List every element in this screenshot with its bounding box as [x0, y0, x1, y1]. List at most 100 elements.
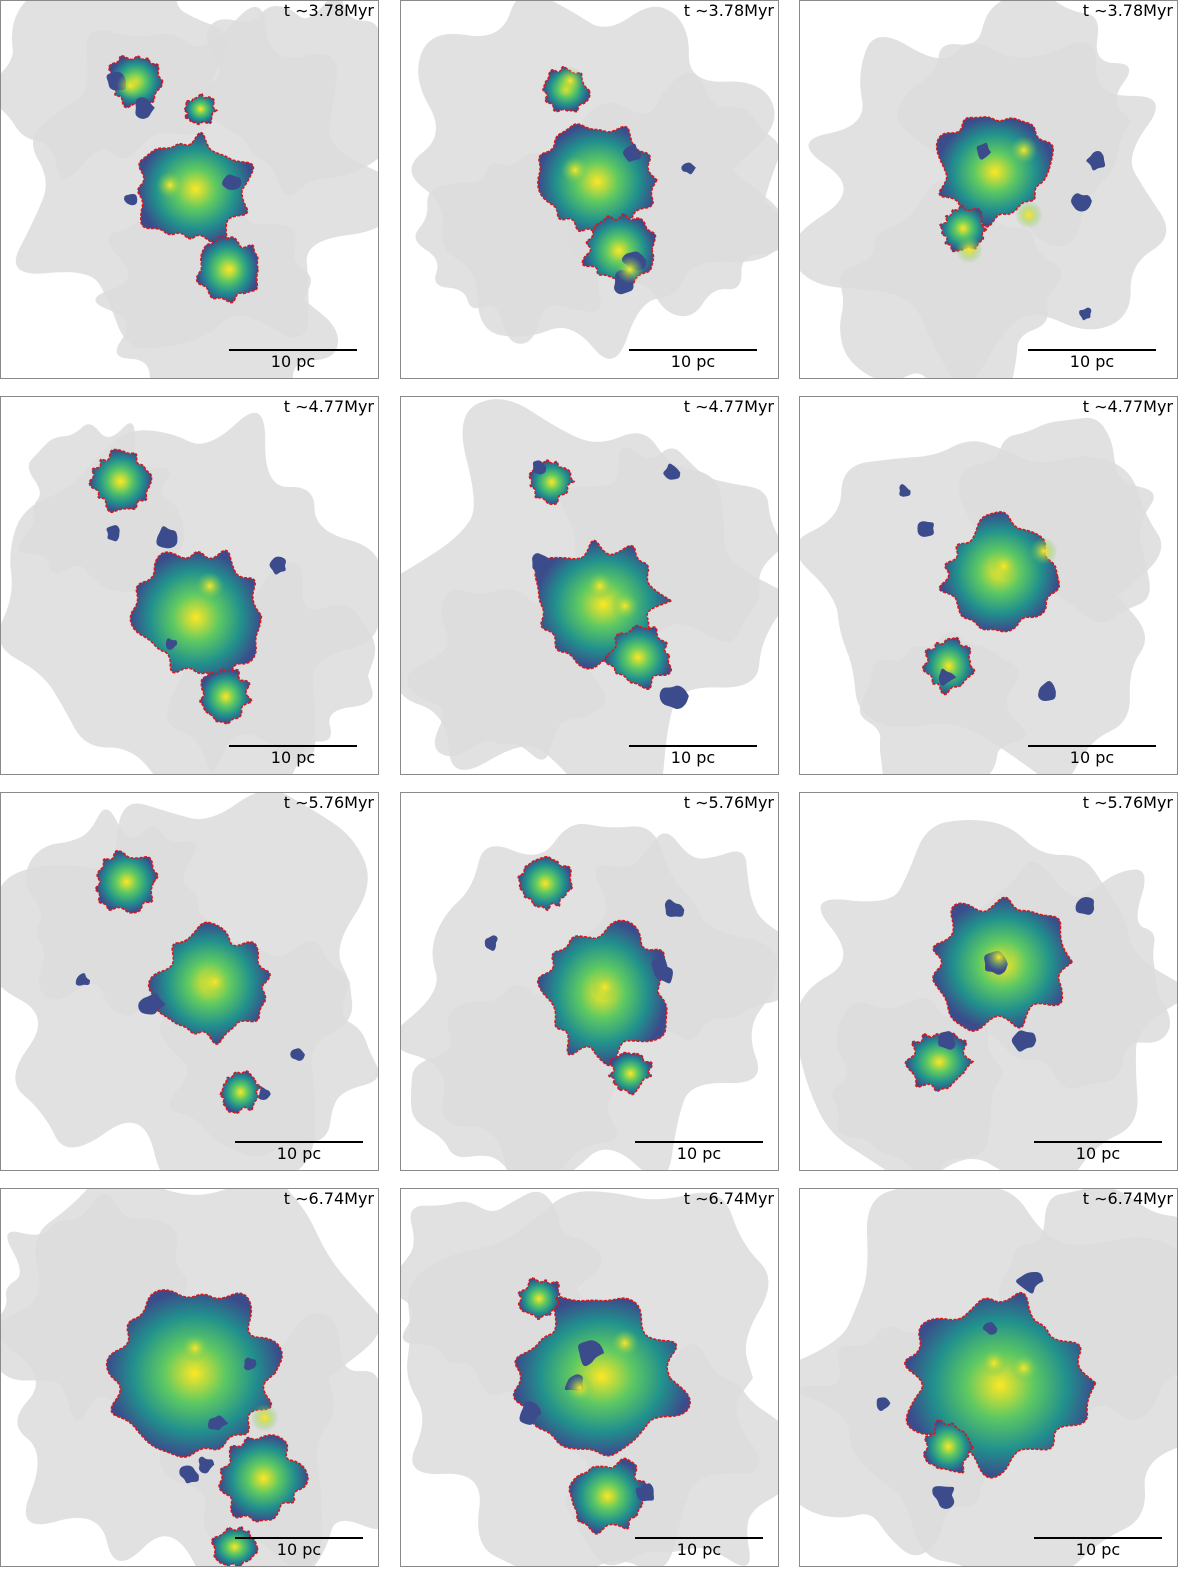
dense-clump — [568, 1457, 647, 1535]
fragment — [932, 1486, 955, 1509]
time-label: t ∼4.77Myr — [1082, 397, 1173, 416]
dense-clump — [218, 1434, 309, 1523]
scale-label: 10 pc — [676, 1540, 722, 1559]
density-map — [1, 1, 378, 378]
fragment — [659, 685, 689, 710]
scale-bar — [629, 745, 757, 747]
scale-bar — [235, 1537, 363, 1539]
dense-clump — [210, 1525, 259, 1566]
fragment — [532, 553, 551, 573]
density-peak — [156, 171, 185, 199]
density-map — [411, 1, 778, 359]
fragment — [938, 1031, 956, 1050]
time-label: t ∼6.74Myr — [1082, 1189, 1173, 1208]
density-peak — [106, 467, 135, 496]
scale-bar — [235, 1141, 363, 1143]
panel-r1-c2: t ∼3.78Myr 10 pc — [400, 0, 779, 379]
dense-clump — [512, 1296, 691, 1457]
fragment — [258, 1087, 271, 1100]
fragment — [663, 463, 681, 480]
time-label: t ∼6.74Myr — [683, 1189, 774, 1208]
density-map — [401, 399, 778, 774]
fragment — [198, 1456, 215, 1474]
density-peak — [181, 1334, 209, 1363]
scale-label: 10 pc — [1075, 1144, 1121, 1163]
panel-r2-c2: t ∼4.77Myr 10 pc — [400, 396, 779, 775]
scale-label: 10 pc — [276, 1540, 322, 1559]
density-peak — [610, 1329, 639, 1358]
fragment — [244, 1357, 257, 1371]
scale-label: 10 pc — [670, 748, 716, 767]
fragment — [179, 1465, 199, 1484]
panel-r3-c3: t ∼5.76Myr 10 pc — [799, 792, 1178, 1171]
fragment — [106, 525, 120, 542]
density-map — [1, 412, 378, 774]
fragment — [75, 973, 91, 986]
fragment — [290, 1048, 305, 1061]
scale-bar — [629, 349, 757, 351]
scale-label: 10 pc — [276, 1144, 322, 1163]
scale-label: 10 pc — [1075, 1540, 1121, 1559]
fragment — [1016, 1271, 1044, 1294]
panel-r2-c1: t ∼4.77Myr 10 pc — [0, 396, 379, 775]
fragment — [1011, 1030, 1037, 1052]
scale-bar — [229, 349, 357, 351]
fragment — [138, 993, 166, 1015]
fragment — [269, 556, 286, 575]
density-peak — [561, 156, 590, 185]
density-map — [800, 1189, 1177, 1566]
scale-bar — [1034, 1537, 1162, 1539]
panel-r1-c1: t ∼3.78Myr 10 pc — [0, 0, 379, 379]
panel-r4-c1: t ∼6.74Myr 10 pc — [0, 1188, 379, 1567]
scale-bar — [635, 1141, 763, 1143]
fragment — [899, 484, 911, 497]
fragment — [664, 899, 685, 917]
fragment — [623, 143, 642, 162]
fragment — [976, 142, 992, 160]
density-peak — [200, 968, 229, 996]
dense-clump — [105, 1289, 283, 1458]
scale-label: 10 pc — [670, 352, 716, 371]
scale-label: 10 pc — [1069, 748, 1115, 767]
time-label: t ∼4.77Myr — [683, 397, 774, 416]
fragment — [578, 1340, 605, 1367]
panel-r2-c3: t ∼4.77Myr 10 pc — [799, 396, 1178, 775]
fragment — [135, 97, 155, 119]
fragment — [207, 1415, 229, 1431]
fragment — [484, 935, 498, 951]
scale-bar — [1028, 745, 1156, 747]
time-label: t ∼3.78Myr — [683, 1, 774, 20]
time-label: t ∼5.76Myr — [1082, 793, 1173, 812]
dense-clump — [517, 1277, 561, 1321]
fragment — [1038, 680, 1056, 701]
scale-label: 10 pc — [1069, 352, 1115, 371]
fragment — [222, 174, 242, 191]
scale-bar — [229, 745, 357, 747]
fragment — [681, 162, 696, 175]
density-map — [401, 1191, 778, 1566]
density-map — [1, 1189, 378, 1566]
density-map — [1, 793, 378, 1170]
dense-clump — [604, 624, 673, 691]
density-peak — [955, 235, 984, 264]
dense-clump — [517, 855, 574, 911]
gas-region — [202, 1, 378, 196]
time-label: t ∼3.78Myr — [1082, 1, 1173, 20]
gas-region — [859, 631, 1026, 774]
density-map — [401, 823, 778, 1170]
time-label: t ∼6.74Myr — [283, 1189, 374, 1208]
dense-clump — [922, 636, 976, 696]
fragment — [1075, 897, 1095, 915]
fragment — [519, 1401, 542, 1425]
fragment — [1071, 193, 1092, 212]
time-label: t ∼4.77Myr — [283, 397, 374, 416]
density-map — [800, 417, 1162, 774]
density-peak — [615, 255, 644, 284]
panel-r4-c2: t ∼6.74Myr 10 pc — [400, 1188, 779, 1567]
dense-clump — [129, 549, 263, 686]
dense-clump — [183, 92, 219, 126]
dense-clump — [94, 849, 159, 914]
density-peak — [586, 572, 614, 600]
density-peak — [116, 71, 145, 100]
